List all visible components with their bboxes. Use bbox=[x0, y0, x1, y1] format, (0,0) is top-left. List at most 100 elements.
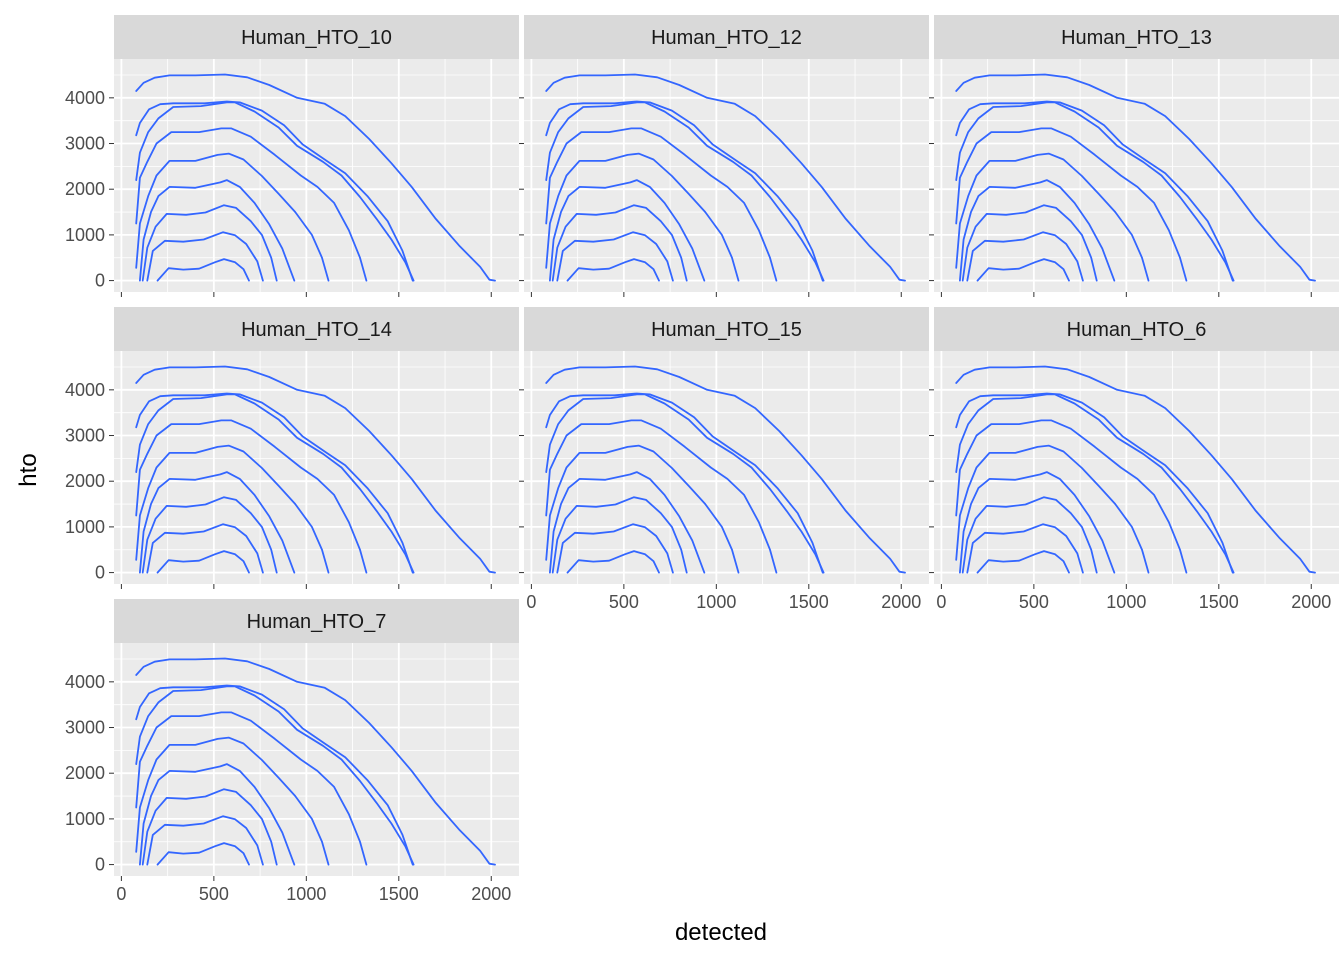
facet-strip-label: Human_HTO_12 bbox=[651, 27, 802, 49]
density-contour-line bbox=[156, 550, 250, 574]
density-contour-line bbox=[141, 496, 278, 574]
density-contour-line bbox=[146, 815, 264, 866]
x-tick-label: 0 bbox=[116, 884, 126, 904]
x-tick-label: 0 bbox=[936, 592, 946, 612]
panel-background bbox=[114, 59, 519, 292]
facet-strip bbox=[114, 15, 519, 59]
density-contour-line bbox=[955, 101, 1235, 282]
y-axis-title: hto bbox=[15, 453, 42, 486]
density-contour-line bbox=[141, 204, 278, 282]
density-contour-line bbox=[556, 523, 674, 574]
density-contour-line bbox=[955, 152, 1150, 282]
density-contour-line bbox=[551, 496, 688, 574]
facet-strip bbox=[524, 15, 929, 59]
y-tick-label: 3000 bbox=[65, 426, 105, 446]
density-contour-line bbox=[955, 127, 1188, 282]
density-contour-line bbox=[139, 763, 296, 866]
x-tick-label: 500 bbox=[609, 592, 639, 612]
panel-background bbox=[524, 351, 929, 584]
x-tick-label: 2000 bbox=[1291, 592, 1331, 612]
panel-background bbox=[524, 59, 929, 292]
density-contour-line bbox=[156, 842, 250, 866]
facet-panel: Human_HTO_13 bbox=[929, 15, 1339, 297]
density-contour-line bbox=[135, 393, 415, 574]
facet-strip-label: Human_HTO_14 bbox=[241, 319, 392, 341]
x-tick-label: 2000 bbox=[471, 884, 511, 904]
facet-strip-label: Human_HTO_10 bbox=[241, 27, 392, 49]
facet-strip bbox=[934, 307, 1339, 351]
density-contour-line bbox=[966, 523, 1084, 574]
y-tick-label: 4000 bbox=[65, 672, 105, 692]
y-tick-label: 2000 bbox=[65, 763, 105, 783]
x-tick-label: 1500 bbox=[789, 592, 829, 612]
y-tick-label: 0 bbox=[95, 271, 105, 291]
x-tick-label: 500 bbox=[1019, 592, 1049, 612]
facet-strip-label: Human_HTO_7 bbox=[247, 611, 387, 633]
density-contour-line bbox=[955, 419, 1188, 574]
density-contour-line bbox=[959, 179, 1116, 282]
density-contour-line bbox=[135, 100, 414, 282]
density-contour-line bbox=[135, 419, 368, 574]
panel-background bbox=[934, 59, 1339, 292]
y-tick-label: 4000 bbox=[65, 380, 105, 400]
density-contour-line bbox=[545, 444, 740, 574]
x-tick-label: 1000 bbox=[696, 592, 736, 612]
density-contour-line bbox=[141, 788, 278, 866]
density-contour-line bbox=[135, 127, 368, 282]
density-contour-line bbox=[955, 393, 1235, 574]
y-tick-label: 2000 bbox=[65, 471, 105, 491]
density-contour-line bbox=[135, 444, 330, 574]
y-tick-label: 3000 bbox=[65, 718, 105, 738]
facet-panel: Human_HTO_14 0 1000 2000 3000 4000 bbox=[65, 307, 519, 589]
density-contour-line bbox=[545, 152, 740, 282]
density-contour-line bbox=[961, 496, 1098, 574]
y-tick-label: 0 bbox=[95, 855, 105, 875]
density-contour-line bbox=[976, 550, 1070, 574]
panel-background bbox=[114, 643, 519, 876]
density-contour-line bbox=[135, 736, 330, 866]
density-contour-line bbox=[966, 231, 1084, 282]
x-tick-label: 2000 bbox=[881, 592, 921, 612]
y-tick-label: 4000 bbox=[65, 88, 105, 108]
density-contour-line bbox=[955, 444, 1150, 574]
density-contour-line bbox=[549, 179, 706, 282]
y-tick-label: 1000 bbox=[65, 225, 105, 245]
panel-background bbox=[934, 351, 1339, 584]
density-contour-line bbox=[146, 523, 264, 574]
density-contour-line bbox=[135, 711, 368, 866]
x-tick-label: 1500 bbox=[1199, 592, 1239, 612]
density-contour-line bbox=[135, 685, 415, 866]
facet-strip bbox=[114, 307, 519, 351]
density-contour-line bbox=[135, 152, 330, 282]
density-contour-line bbox=[955, 100, 1234, 282]
density-contour-line bbox=[545, 73, 906, 282]
facet-panel: Human_HTO_15 0 500 1000 1500 2000 bbox=[519, 307, 929, 612]
y-tick-label: 1000 bbox=[65, 809, 105, 829]
density-contour-line bbox=[551, 204, 688, 282]
facet-strip-label: Human_HTO_13 bbox=[1061, 27, 1212, 49]
density-contour-line bbox=[976, 258, 1070, 282]
density-contour-line bbox=[135, 392, 414, 574]
density-contour-line bbox=[156, 258, 250, 282]
density-contour-line bbox=[135, 684, 414, 866]
density-contour-line bbox=[545, 393, 825, 574]
y-tick-label: 0 bbox=[95, 563, 105, 583]
y-tick-label: 1000 bbox=[65, 517, 105, 537]
density-contour-line bbox=[135, 657, 496, 866]
panel-background bbox=[114, 351, 519, 584]
density-contour-line bbox=[135, 101, 415, 282]
density-contour-line bbox=[961, 204, 1098, 282]
density-contour-line bbox=[135, 365, 496, 574]
facet-strip bbox=[934, 15, 1339, 59]
density-contour-line bbox=[955, 73, 1316, 282]
density-contour-line bbox=[545, 392, 824, 574]
density-contour-line bbox=[545, 101, 825, 282]
x-tick-label: 1000 bbox=[1106, 592, 1146, 612]
facet-strip-label: Human_HTO_6 bbox=[1067, 319, 1207, 341]
y-tick-label: 3000 bbox=[65, 134, 105, 154]
density-contour-line bbox=[545, 419, 778, 574]
x-tick-label: 0 bbox=[526, 592, 536, 612]
density-contour-line bbox=[135, 73, 496, 282]
density-contour-line bbox=[556, 231, 674, 282]
